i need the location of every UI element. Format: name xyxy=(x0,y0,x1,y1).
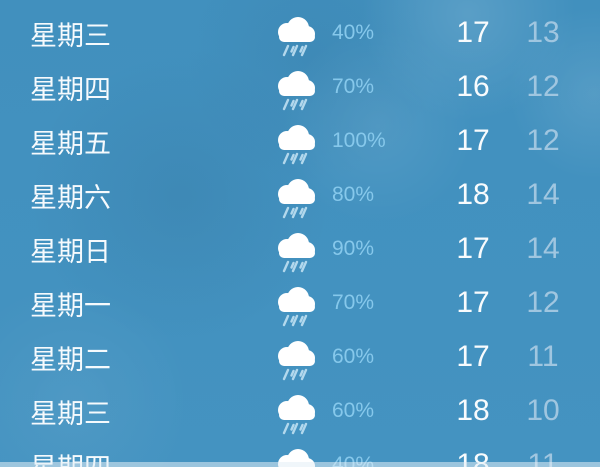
low-temp: 11 xyxy=(527,340,559,373)
forecast-row[interactable]: 星期三 40% 17 13 xyxy=(0,6,600,60)
high-temp: 17 xyxy=(456,16,490,49)
high-temp: 18 xyxy=(456,394,490,427)
forecast-row[interactable]: 星期日 90% 17 14 xyxy=(0,222,600,276)
low-temp: 12 xyxy=(526,286,560,319)
day-label: 星期三 xyxy=(30,20,111,51)
forecast-row[interactable]: 星期五 100% 17 12 xyxy=(0,114,600,168)
low-temp: 13 xyxy=(526,16,560,49)
high-temp: 16 xyxy=(456,70,490,103)
rain-cloud-icon xyxy=(276,15,317,57)
rain-cloud-icon xyxy=(276,285,317,327)
rain-cloud-icon xyxy=(276,123,317,165)
bottom-edge-strip xyxy=(0,462,600,467)
high-temp: 17 xyxy=(456,340,490,373)
forecast-row[interactable]: 星期二 60% 17 11 xyxy=(0,330,600,384)
precipitation-chance: 80% xyxy=(332,183,375,206)
day-label: 星期四 xyxy=(30,74,111,105)
precipitation-chance: 70% xyxy=(332,75,375,98)
precipitation-chance: 70% xyxy=(332,291,375,314)
high-temp: 18 xyxy=(456,178,490,211)
low-temp: 12 xyxy=(526,70,560,103)
precipitation-chance: 100% xyxy=(332,129,386,152)
day-label: 星期日 xyxy=(30,236,111,267)
rain-cloud-icon xyxy=(276,339,317,381)
low-temp: 14 xyxy=(526,232,560,265)
day-label: 星期六 xyxy=(30,182,111,213)
low-temp: 14 xyxy=(526,178,560,211)
rain-cloud-icon xyxy=(276,393,317,435)
precipitation-chance: 40% xyxy=(332,21,375,44)
rain-cloud-icon xyxy=(276,69,317,111)
forecast-row[interactable]: 星期一 70% 17 12 xyxy=(0,276,600,330)
forecast-row[interactable]: 星期三 60% 18 10 xyxy=(0,384,600,438)
rain-cloud-icon xyxy=(276,231,317,273)
high-temp: 17 xyxy=(456,232,490,265)
rain-cloud-icon xyxy=(276,177,317,219)
day-label: 星期三 xyxy=(30,398,111,429)
high-temp: 17 xyxy=(456,124,490,157)
day-label: 星期五 xyxy=(30,128,111,159)
low-temp: 12 xyxy=(526,124,560,157)
day-label: 星期二 xyxy=(30,344,111,375)
day-label: 星期一 xyxy=(30,290,111,321)
high-temp: 17 xyxy=(456,286,490,319)
precipitation-chance: 60% xyxy=(332,399,375,422)
forecast-row[interactable]: 星期四 70% 16 12 xyxy=(0,60,600,114)
low-temp: 10 xyxy=(526,394,560,427)
precipitation-chance: 60% xyxy=(332,345,375,368)
forecast-row[interactable]: 星期六 80% 18 14 xyxy=(0,168,600,222)
precipitation-chance: 90% xyxy=(332,237,375,260)
